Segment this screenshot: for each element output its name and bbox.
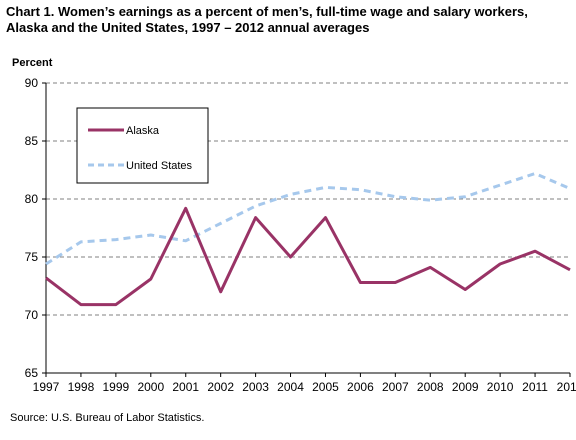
x-tick-label: 2004 bbox=[277, 380, 304, 394]
legend-label-united-states: United States bbox=[126, 160, 193, 172]
y-tick-label: 80 bbox=[25, 192, 39, 206]
x-tick-label: 2006 bbox=[347, 380, 374, 394]
series-line-united-states bbox=[45, 172, 571, 266]
x-tick-label: 2008 bbox=[417, 380, 444, 394]
x-tick-label: 2003 bbox=[242, 380, 269, 394]
y-tick-label: 90 bbox=[25, 76, 39, 90]
y-tick-label: 70 bbox=[25, 308, 39, 322]
x-tick-label: 2002 bbox=[207, 380, 234, 394]
legend-label-alaska: Alaska bbox=[126, 125, 160, 137]
chart-title: Chart 1. Women’s earnings as a percent o… bbox=[6, 4, 528, 35]
source-note: Source: U.S. Bureau of Labor Statistics. bbox=[10, 412, 205, 424]
x-tick-label: 2005 bbox=[312, 380, 339, 394]
legend-box bbox=[76, 107, 209, 184]
series-line-alaska bbox=[45, 206, 571, 307]
x-tick-label: 2010 bbox=[487, 380, 514, 394]
x-tick-label: 2007 bbox=[382, 380, 409, 394]
series-lines bbox=[45, 172, 571, 307]
gridlines bbox=[42, 82, 570, 374]
y-tick-label: 75 bbox=[25, 250, 39, 264]
x-tick-label: 2001 bbox=[172, 380, 199, 394]
x-tick-label: 2000 bbox=[137, 380, 164, 394]
legend: Alaska United States bbox=[76, 107, 209, 184]
x-tick-label: 1997 bbox=[33, 380, 60, 394]
x-tick-labels: 1997 1998 1999 2000 2001 2002 2003 2004 2005 2006… bbox=[33, 373, 576, 394]
y-tick-label: 65 bbox=[25, 366, 39, 380]
y-tick-label: 85 bbox=[25, 134, 39, 148]
x-tick-label: 2011 bbox=[522, 380, 548, 394]
y-axis-label: Percent bbox=[12, 57, 53, 69]
x-tick-label: 1998 bbox=[68, 380, 95, 394]
x-tick-label: 2012 bbox=[557, 380, 576, 394]
x-tick-label: 2009 bbox=[452, 380, 479, 394]
y-tick-labels: 65 70 75 80 85 90 bbox=[25, 76, 39, 380]
x-tick-label: 1999 bbox=[103, 380, 130, 394]
